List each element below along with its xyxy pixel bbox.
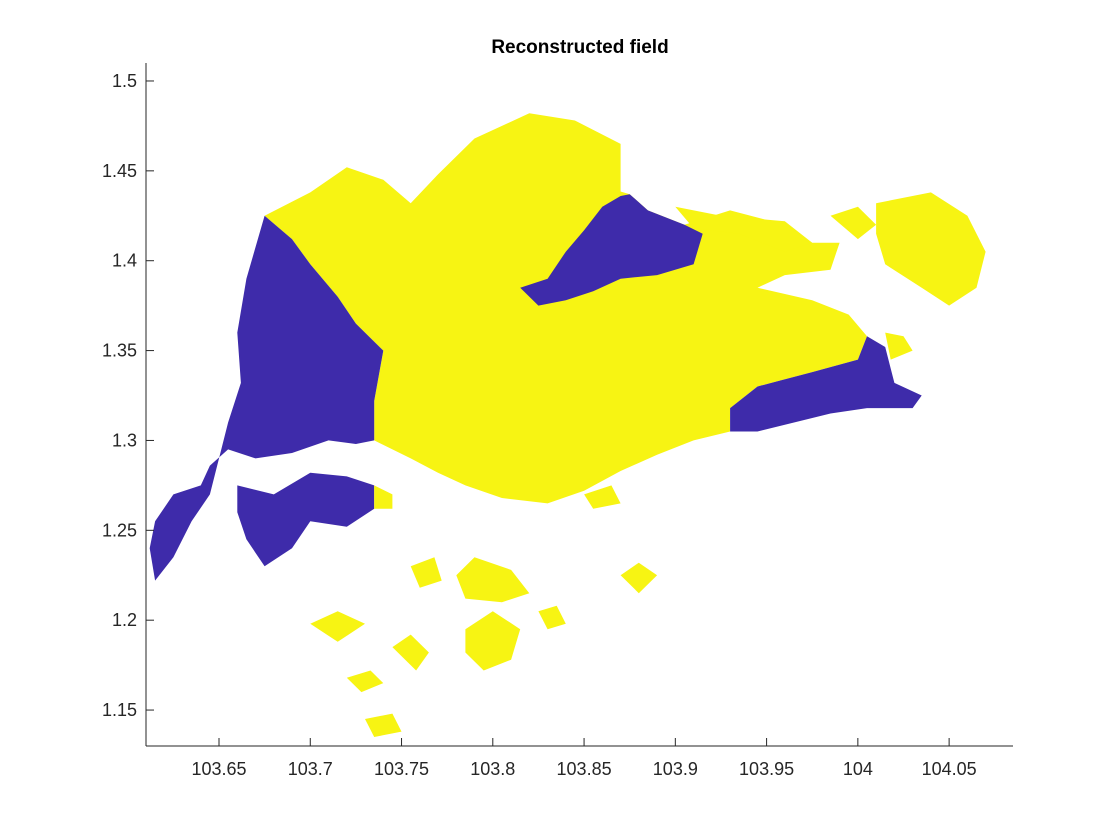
x-tick-label: 103.65 [191, 759, 246, 779]
x-tick-label: 103.7 [288, 759, 333, 779]
y-tick-label: 1.3 [112, 430, 137, 450]
y-tick-label: 1.25 [102, 520, 137, 540]
region-class-1-12 [456, 557, 530, 603]
region-class-1-14 [538, 605, 566, 630]
region-class-1-13 [465, 611, 521, 671]
region-class-1-11 [410, 557, 442, 588]
x-tick-label: 104.05 [922, 759, 977, 779]
x-axis-ticks: 103.65 103.7 103.75 103.8 103.85 103.9 103.95 1… [191, 738, 977, 779]
region-class-1-5 [374, 485, 393, 509]
x-tick-label: 103.95 [739, 759, 794, 779]
x-tick-label: 103.8 [470, 759, 515, 779]
chart-title: Reconstructed field [491, 37, 668, 58]
region-class-1-18 [584, 485, 621, 509]
region-class-1-17 [365, 713, 402, 737]
region-class-1-16 [346, 670, 384, 693]
region-class-1-7 [675, 206, 813, 252]
region-class-1-19 [620, 562, 658, 594]
axes [145, 63, 1013, 747]
region-class-1-10 [392, 634, 429, 671]
y-tick-label: 1.45 [102, 161, 137, 181]
y-tick-label: 1.4 [112, 251, 137, 271]
y-axis-ticks: 1.15 1.2 1.25 1.3 1.35 1.4 1.45 1.5 [102, 71, 154, 720]
region-class-1-9 [885, 332, 913, 360]
x-tick-label: 104 [843, 759, 873, 779]
y-tick-label: 1.5 [112, 71, 137, 91]
region-class-1-8 [830, 206, 877, 240]
y-tick-label: 1.2 [112, 610, 137, 630]
x-tick-label: 103.85 [557, 759, 612, 779]
y-tick-label: 1.15 [102, 700, 137, 720]
y-tick-label: 1.35 [102, 341, 137, 361]
region-class-0-1 [149, 215, 384, 581]
region-class-0-3 [730, 336, 922, 432]
field-regions [149, 113, 986, 737]
x-tick-label: 103.75 [374, 759, 429, 779]
region-class-1-15 [310, 611, 365, 642]
x-tick-label: 103.9 [653, 759, 698, 779]
region-class-0-4 [237, 472, 375, 567]
region-class-1-6 [876, 192, 986, 306]
region-class-1-0 [264, 113, 868, 504]
region-class-0-2 [520, 194, 703, 306]
